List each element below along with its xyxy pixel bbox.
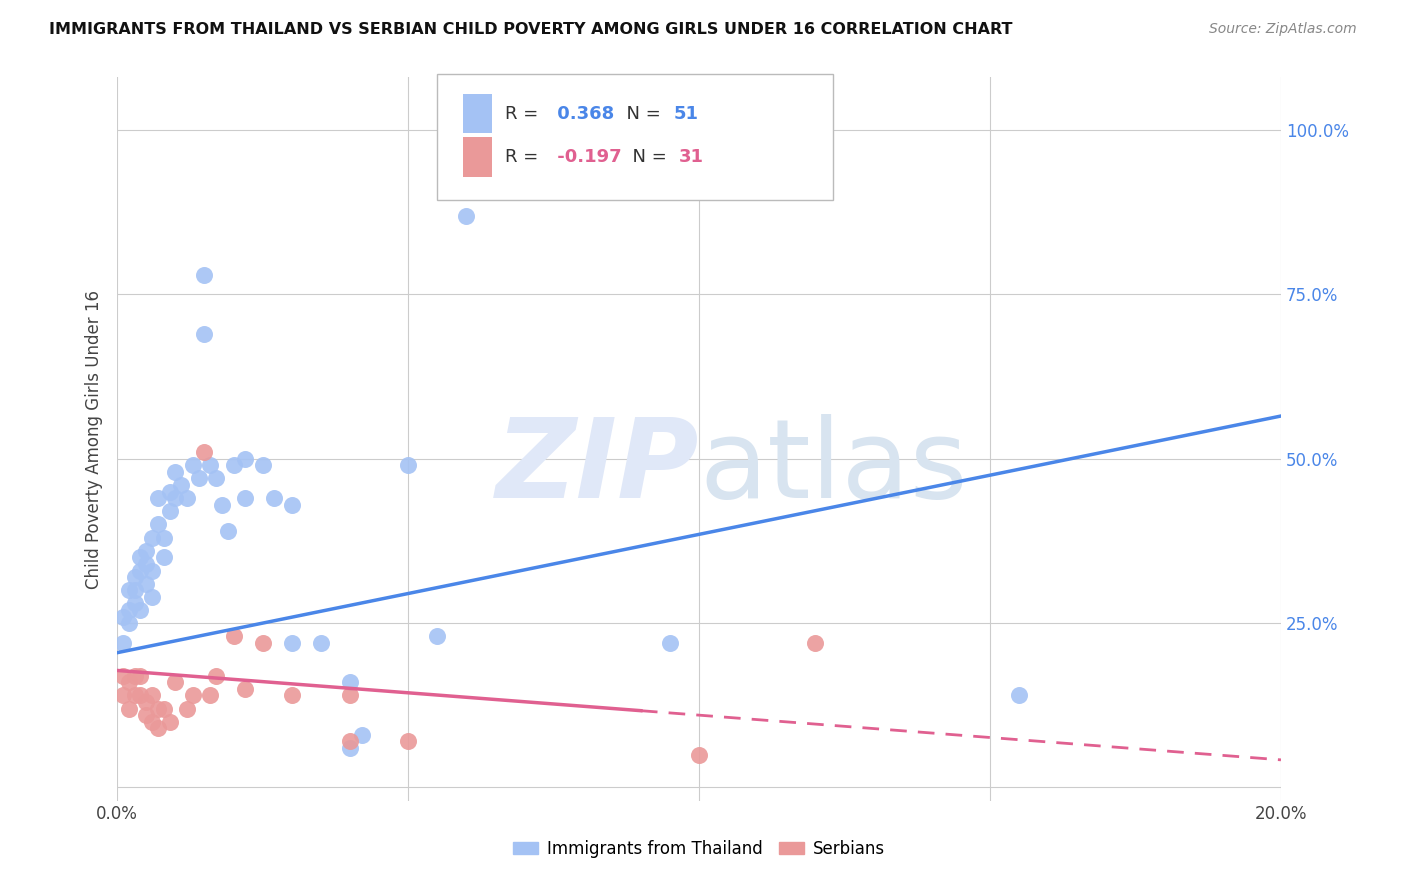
Point (222, 458, 245, 473)
Point (252, 636, 274, 650)
Point (181, 689, 204, 703)
Text: 51: 51 (673, 104, 699, 122)
Point (396, 458, 419, 473)
Text: R =: R = (505, 148, 544, 166)
Point (309, 636, 332, 650)
Point (135, 576, 157, 591)
Point (118, 675, 141, 690)
Point (193, 268, 215, 282)
Point (165, 491, 187, 506)
Point (233, 491, 256, 506)
Point (129, 689, 152, 703)
Point (659, 636, 682, 650)
Point (339, 741, 361, 756)
Point (193, 445, 215, 459)
Text: -0.197: -0.197 (551, 148, 621, 166)
Text: N =: N = (616, 104, 666, 122)
Text: 0.368: 0.368 (551, 104, 614, 122)
FancyBboxPatch shape (463, 94, 492, 134)
Point (252, 458, 274, 473)
Point (426, 629, 449, 643)
Y-axis label: Child Poverty Among Girls Under 16: Child Poverty Among Girls Under 16 (86, 290, 103, 589)
Text: ZIP: ZIP (495, 415, 699, 522)
Point (135, 543, 157, 558)
Point (124, 570, 146, 584)
Point (1008, 689, 1031, 703)
Point (111, 609, 134, 624)
Point (233, 681, 256, 696)
Point (118, 701, 141, 715)
Point (350, 728, 373, 742)
Point (217, 524, 239, 538)
Point (159, 714, 181, 729)
Point (141, 590, 163, 604)
Text: N =: N = (621, 148, 672, 166)
Point (200, 458, 222, 473)
Point (129, 669, 152, 683)
Point (176, 701, 198, 715)
Point (118, 603, 141, 617)
Point (141, 689, 163, 703)
Point (135, 557, 157, 571)
Point (688, 747, 710, 762)
Point (129, 564, 152, 578)
Text: 31: 31 (679, 148, 704, 166)
Point (111, 636, 134, 650)
Point (205, 669, 228, 683)
Point (141, 531, 163, 545)
FancyBboxPatch shape (437, 74, 832, 201)
Point (146, 721, 169, 735)
Point (456, 209, 478, 223)
Point (159, 504, 181, 518)
Point (152, 701, 174, 715)
Point (804, 636, 827, 650)
Point (146, 517, 169, 532)
Text: atlas: atlas (699, 415, 967, 522)
Point (141, 714, 163, 729)
Point (129, 550, 152, 565)
Point (339, 689, 361, 703)
Point (211, 498, 233, 512)
Point (187, 471, 209, 485)
Point (146, 701, 169, 715)
Point (152, 531, 174, 545)
Point (159, 484, 181, 499)
FancyBboxPatch shape (463, 137, 492, 177)
Point (165, 465, 187, 479)
Point (263, 491, 285, 506)
Point (281, 498, 304, 512)
Point (181, 458, 204, 473)
Point (129, 603, 152, 617)
Point (233, 451, 256, 466)
Point (111, 669, 134, 683)
Point (111, 689, 134, 703)
Point (152, 550, 174, 565)
Point (165, 675, 187, 690)
Point (135, 695, 157, 709)
Point (339, 734, 361, 748)
Point (146, 491, 169, 506)
Point (118, 583, 141, 598)
Point (124, 583, 146, 598)
Point (200, 689, 222, 703)
Point (222, 629, 245, 643)
Point (124, 689, 146, 703)
Text: Source: ZipAtlas.com: Source: ZipAtlas.com (1209, 22, 1357, 37)
Point (135, 708, 157, 723)
Point (281, 636, 304, 650)
Point (339, 675, 361, 690)
Point (396, 734, 419, 748)
Point (193, 326, 215, 341)
Point (170, 478, 193, 492)
Point (205, 471, 228, 485)
Point (118, 616, 141, 631)
Point (124, 669, 146, 683)
Text: IMMIGRANTS FROM THAILAND VS SERBIAN CHILD POVERTY AMONG GIRLS UNDER 16 CORRELATI: IMMIGRANTS FROM THAILAND VS SERBIAN CHIL… (49, 22, 1012, 37)
Point (141, 564, 163, 578)
Point (124, 596, 146, 610)
Text: R =: R = (505, 104, 544, 122)
Point (281, 689, 304, 703)
Legend: Immigrants from Thailand, Serbians: Immigrants from Thailand, Serbians (506, 833, 891, 864)
Point (176, 491, 198, 506)
